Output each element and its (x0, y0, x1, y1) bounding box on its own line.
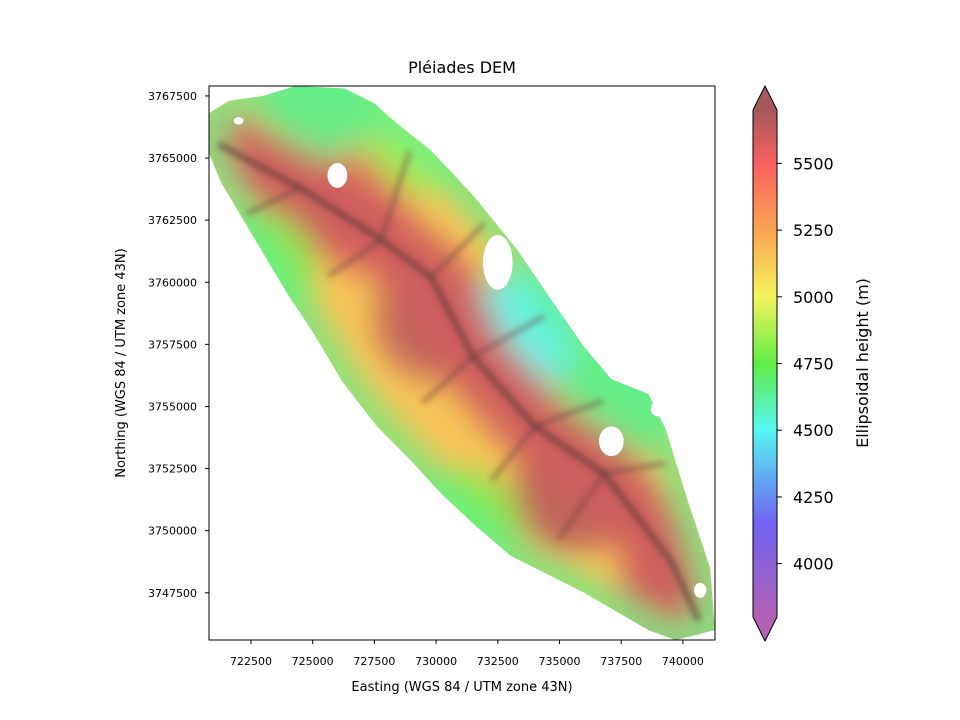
x-tick-label: 722500 (230, 655, 272, 668)
dem-elevation-field (209, 86, 715, 640)
dem-raster (209, 86, 715, 640)
no-data-patch (482, 235, 513, 290)
dem-hillshade (217, 142, 702, 622)
dem-ridge-spur (532, 399, 604, 429)
y-tick-label: 3752500 (148, 463, 197, 476)
no-data-patch (598, 426, 624, 457)
x-tick-label: 725000 (292, 655, 334, 668)
x-axis-label: Easting (WGS 84 / UTM zone 43N) (351, 680, 572, 695)
x-tick-label: 737500 (600, 655, 642, 668)
colorbar-ticks: 4000 4250 4500 4750 5000 5250 5500 (777, 154, 834, 574)
colorbar-label: Ellipsoidal height (m) (853, 278, 872, 448)
dem-ridge-spur (327, 237, 385, 278)
colorbar-outline (752, 84, 778, 643)
x-tick-label: 730000 (415, 655, 457, 668)
y-tick-label: 3765000 (148, 152, 197, 165)
colorbar-tick-label: 5250 (793, 221, 834, 240)
colorbar-extend-max (753, 86, 777, 110)
dem-ridge-spur (421, 354, 476, 405)
colorbar-tick-label: 4250 (793, 488, 834, 507)
colorbar-body (753, 110, 777, 617)
no-data-patch (327, 163, 348, 188)
colorbar-tick-label: 4000 (793, 555, 834, 574)
dem-edge-zone (209, 86, 715, 640)
dem-ridge-spur (379, 150, 412, 241)
colorbar-tick-label: 4750 (793, 355, 834, 374)
dem-ridge-spur (428, 222, 486, 280)
x-tick-label: 740000 (662, 655, 704, 668)
y-tick-label: 3755000 (148, 400, 197, 413)
y-tick-label: 3760000 (148, 276, 197, 289)
dem-elevation-patch (363, 86, 484, 194)
no-data-patch (386, 104, 402, 118)
colorbar-tick-label: 5000 (793, 288, 834, 307)
dem-ridge-spur (556, 471, 607, 541)
y-tick-label: 3747500 (148, 587, 197, 600)
dem-ridge-spur (490, 423, 538, 482)
colorbar: 4000 4250 4500 4750 5000 5250 5500 Ellipsoidal… (752, 84, 872, 643)
no-data-patch (694, 582, 707, 598)
x-axis: 722500 725000 727500 730000 732500 735000 7375… (230, 640, 704, 668)
colorbar-extend-min (753, 617, 777, 641)
dem-image (209, 86, 715, 640)
dem-ridge-spur (245, 185, 303, 216)
x-tick-label: 732500 (477, 655, 519, 668)
chart-title: Pléiades DEM (408, 58, 516, 77)
x-tick-label: 735000 (538, 655, 580, 668)
colorbar-tick-label: 4500 (793, 421, 834, 440)
colorbar-tick-label: 5500 (793, 154, 834, 173)
dem-ridge-spur (601, 461, 666, 477)
no-data-patch (233, 117, 244, 125)
dem-elevation-patch (400, 470, 521, 591)
dem-elevation-patch (260, 86, 381, 161)
y-axis-label: Northing (WGS 84 / UTM zone 43N) (114, 248, 129, 477)
axes-frame (208, 85, 716, 641)
y-tick-label: 3750000 (148, 525, 197, 538)
y-tick-label: 3767500 (148, 90, 197, 103)
y-axis: 3767500 3765000 3762500 3760000 3757500 37550… (148, 90, 209, 600)
y-tick-label: 3757500 (148, 338, 197, 351)
x-tick-label: 727500 (353, 655, 395, 668)
y-tick-label: 3762500 (148, 214, 197, 227)
no-data-patch (650, 401, 666, 417)
dem-ridge-spur (470, 314, 545, 360)
no-data-areas (233, 104, 707, 598)
